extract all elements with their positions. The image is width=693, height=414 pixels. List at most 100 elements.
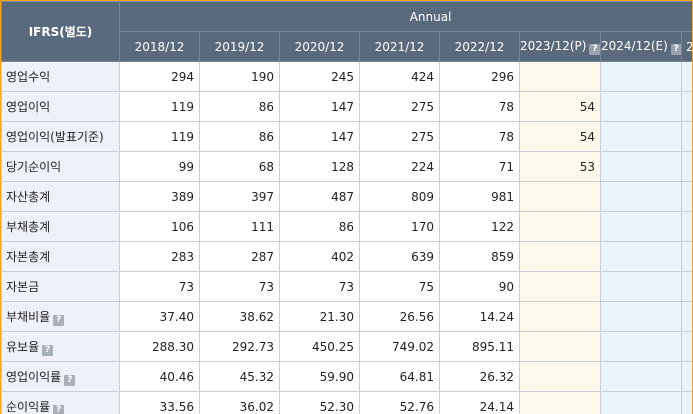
cell-value xyxy=(680,331,692,362)
cell-value xyxy=(600,181,682,212)
cell-value: 40.46 xyxy=(119,361,200,392)
cell-value: 190 xyxy=(199,61,280,92)
table-row: 순이익률? 33.56 36.02 52.30 52.76 24.14 xyxy=(1,391,692,414)
cell-value: 52.76 xyxy=(359,391,440,414)
table-row: 당기순이익 99 68 128 224 71 53 xyxy=(1,151,692,182)
cell-value: 33.56 xyxy=(119,391,200,414)
cell-value: 275 xyxy=(359,121,440,152)
table-row: 자본총계 283 287 402 639 859 xyxy=(1,241,692,272)
cell-value: 895.11 xyxy=(439,331,520,362)
table-row: 영업이익(발표기준) 119 86 147 275 78 54 xyxy=(1,121,692,152)
table-row: 유보율? 288.30 292.73 450.25 749.02 895.11 xyxy=(1,331,692,362)
row-label: 자본금 xyxy=(1,271,120,302)
cell-value: 119 xyxy=(119,121,200,152)
cell-value: 45.32 xyxy=(199,361,280,392)
cell-value xyxy=(600,361,682,392)
cell-value xyxy=(600,271,682,302)
cell-value: 38.62 xyxy=(199,301,280,332)
year-header-estimate-p: 2023/12(P)? xyxy=(519,31,601,62)
cell-value: 245 xyxy=(279,61,360,92)
cell-value: 397 xyxy=(199,181,280,212)
cell-value: 52.30 xyxy=(279,391,360,414)
cell-value: 26.32 xyxy=(439,361,520,392)
cell-value: 147 xyxy=(279,121,360,152)
cell-value: 78 xyxy=(439,91,520,122)
cell-value xyxy=(519,301,601,332)
help-icon[interactable]: ? xyxy=(53,314,65,326)
cell-value: 78 xyxy=(439,121,520,152)
cell-value: 68 xyxy=(199,151,280,182)
year-header-label: 2024/12(E) xyxy=(601,38,668,53)
cell-value xyxy=(519,181,601,212)
cell-value xyxy=(600,151,682,182)
table-row: 영업이익률? 40.46 45.32 59.90 64.81 26.32 xyxy=(1,361,692,392)
cell-value: 450.25 xyxy=(279,331,360,362)
row-label: 부채비율 xyxy=(6,309,51,324)
cell-value xyxy=(600,301,682,332)
year-header: 2019/12 xyxy=(199,31,280,62)
cell-value: 224 xyxy=(359,151,440,182)
cell-value: 75 xyxy=(359,271,440,302)
cell-value xyxy=(519,61,601,92)
help-icon[interactable]: ? xyxy=(64,374,76,386)
year-header: 2020/12 xyxy=(279,31,360,62)
cell-value xyxy=(600,391,682,414)
cell-value: 53 xyxy=(519,151,601,182)
help-icon[interactable]: ? xyxy=(53,404,65,414)
row-label: 당기순이익 xyxy=(1,151,120,182)
row-label-with-help: 순이익률? xyxy=(1,391,120,414)
row-label: 유보율 xyxy=(6,339,40,354)
cell-value xyxy=(680,301,692,332)
annual-group-header: Annual xyxy=(118,1,692,32)
cell-value: 275 xyxy=(359,91,440,122)
cell-value: 54 xyxy=(519,121,601,152)
help-icon[interactable]: ? xyxy=(670,43,681,55)
cell-value: 21.30 xyxy=(279,301,360,332)
year-header: 2021/12 xyxy=(359,31,440,62)
cell-value: 90 xyxy=(439,271,520,302)
cell-value xyxy=(680,181,692,212)
table-row: 부채비율? 37.40 38.62 21.30 26.56 14.24 xyxy=(1,301,692,332)
cell-value: 119 xyxy=(119,91,200,122)
cell-value: 111 xyxy=(199,211,280,242)
year-header-label: 2023/12(P) xyxy=(520,38,587,53)
cell-value xyxy=(519,211,601,242)
year-header: 2022/12 xyxy=(439,31,520,62)
cell-value: 73 xyxy=(199,271,280,302)
row-label: 자산총계 xyxy=(1,181,120,212)
year-header: 2 xyxy=(680,31,692,62)
cell-value: 26.56 xyxy=(359,301,440,332)
cell-value: 424 xyxy=(359,61,440,92)
cell-value xyxy=(600,211,682,242)
cell-value xyxy=(680,151,692,182)
cell-value xyxy=(519,331,601,362)
row-label: 부채총계 xyxy=(1,211,120,242)
cell-value: 122 xyxy=(439,211,520,242)
cell-value: 54 xyxy=(519,91,601,122)
cell-value: 86 xyxy=(199,91,280,122)
cell-value: 296 xyxy=(439,61,520,92)
cell-value: 287 xyxy=(199,241,280,272)
help-icon[interactable]: ? xyxy=(589,43,600,55)
cell-value xyxy=(680,391,692,414)
cell-value xyxy=(519,271,601,302)
cell-value: 64.81 xyxy=(359,361,440,392)
cell-value xyxy=(600,61,682,92)
cell-value: 147 xyxy=(279,91,360,122)
cell-value: 402 xyxy=(279,241,360,272)
row-label: 자본총계 xyxy=(1,241,120,272)
cell-value: 981 xyxy=(439,181,520,212)
cell-value: 389 xyxy=(119,181,200,212)
table-row: 자본금 73 73 73 75 90 xyxy=(1,271,692,302)
cell-value: 73 xyxy=(279,271,360,302)
cell-value: 99 xyxy=(119,151,200,182)
row-label-with-help: 부채비율? xyxy=(1,301,120,332)
cell-value xyxy=(600,331,682,362)
cell-value xyxy=(680,271,692,302)
table-row: 자산총계 389 397 487 809 981 xyxy=(1,181,692,212)
row-label: 영업수익 xyxy=(1,61,120,92)
help-icon[interactable]: ? xyxy=(42,344,54,356)
cell-value: 170 xyxy=(359,211,440,242)
